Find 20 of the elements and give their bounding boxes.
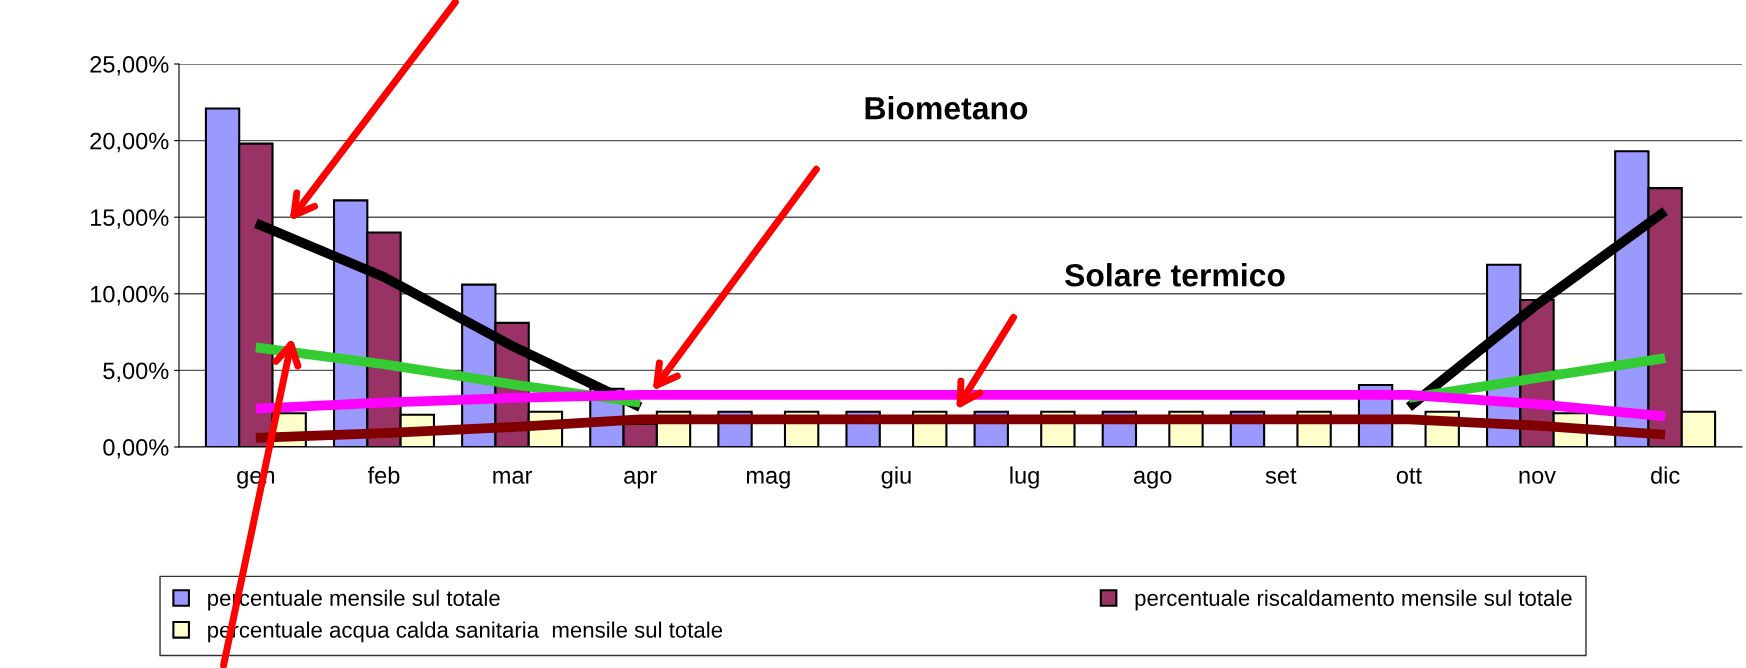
y-tick-label: 15,00%	[91, 209, 169, 229]
annotation: Solare termico	[1064, 263, 1285, 287]
x-tick-label: dic	[1651, 466, 1680, 484]
annotation: Biometano	[865, 96, 1028, 120]
y-tick-label: 10,00%	[91, 285, 169, 306]
x-tick-label: lug	[1010, 466, 1039, 489]
x-tick-label: ott	[1396, 468, 1422, 484]
y-tick-label: 20,00%	[90, 132, 169, 153]
y-tick-label: 5,00%	[103, 362, 169, 382]
x-tick-label: feb	[367, 466, 400, 484]
x-tick-label: ago	[1133, 470, 1172, 489]
x-tick-label: nov	[1519, 470, 1556, 484]
y-tick-label: 25,00%	[90, 56, 169, 76]
x-tick-label: apr	[624, 470, 657, 489]
x-tick-label: mar	[493, 470, 533, 484]
legend-label: percentuale riscaldamento mensile sul totale	[1135, 589, 1572, 611]
x-tick-label: set	[1265, 468, 1297, 484]
y-tick-label: 0,00%	[103, 439, 169, 459]
x-tick-label: mag	[746, 470, 790, 489]
x-tick-label: giu	[881, 466, 911, 489]
